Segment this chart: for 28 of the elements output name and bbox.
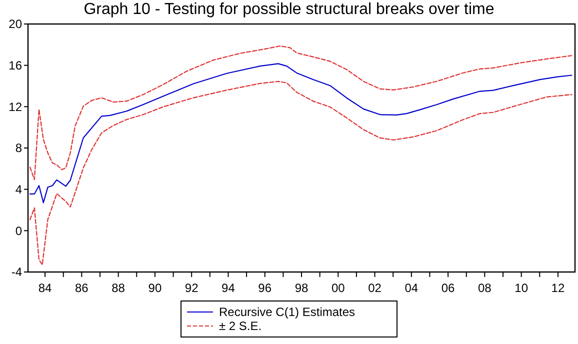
- x-tick-label: 08: [478, 281, 492, 295]
- legend-label: Recursive C(1) Estimates: [219, 305, 356, 320]
- legend-label: ± 2 S.E.: [219, 319, 262, 334]
- x-tick-label: 94: [222, 281, 236, 295]
- x-tick-label: 86: [74, 281, 89, 295]
- x-tick-label: 00: [331, 281, 346, 295]
- x-tick-label: 96: [258, 281, 272, 295]
- x-tick-label: 10: [514, 281, 528, 295]
- x-tick-label: 98: [294, 281, 308, 295]
- y-tick-label: -4: [11, 265, 22, 280]
- y-tick-label: 12: [8, 100, 22, 114]
- y-tick-label: 4: [15, 182, 22, 197]
- x-tick-label: 88: [112, 281, 126, 295]
- x-tick-label: 02: [368, 281, 382, 295]
- y-tick-label: 0: [15, 224, 22, 238]
- x-tick-label: 04: [404, 281, 418, 295]
- x-tick-label: 90: [148, 281, 162, 295]
- line-series: [29, 45, 572, 180]
- x-tick-label: 92: [184, 281, 199, 295]
- line-series: [29, 80, 572, 266]
- line-series: [29, 63, 572, 204]
- chart-title: Graph 10 - Testing for possible structural breaks over time: [84, 1, 494, 18]
- x-tick-label: 84: [38, 281, 52, 295]
- y-tick-label: 20: [8, 17, 22, 32]
- x-tick-label: 06: [441, 281, 456, 295]
- y-tick-label: 16: [8, 58, 22, 73]
- y-tick-label: 8: [15, 141, 22, 156]
- x-tick-label: 12: [551, 281, 565, 295]
